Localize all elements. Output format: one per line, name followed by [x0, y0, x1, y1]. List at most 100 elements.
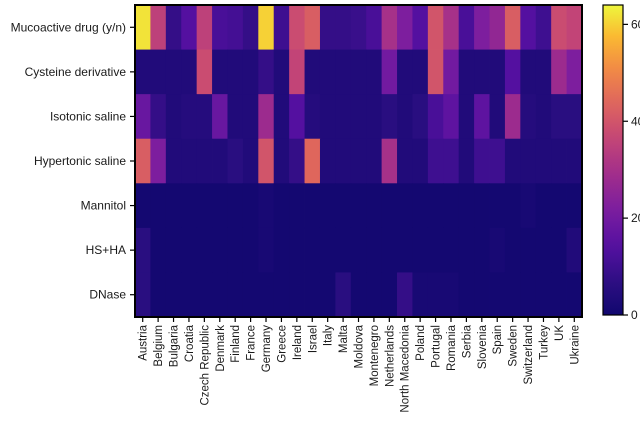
column-label: Ukraine [569, 325, 581, 365]
heatmap-cell [227, 5, 244, 50]
heatmap-cell [304, 227, 321, 273]
heatmap-cell [443, 138, 460, 184]
row-label: HS+HA [86, 243, 126, 257]
heatmap-cell [242, 94, 259, 140]
heatmap-cell [443, 49, 460, 95]
column-label: Switzerland [523, 325, 535, 384]
heatmap-cell [535, 272, 552, 318]
heatmap-cell [350, 227, 367, 273]
heatmap-cell [212, 49, 228, 95]
heatmap-cell [458, 49, 475, 95]
heatmap-cell [227, 272, 244, 318]
heatmap-cell [412, 272, 429, 318]
column-label: UK [554, 325, 566, 341]
colorbar-tick-label: 40 [631, 114, 640, 128]
column-label: Austria [138, 324, 150, 360]
heatmap-cell [366, 138, 383, 184]
column-label: Denmark [215, 325, 227, 372]
heatmap-cell [474, 138, 490, 184]
row-label: Mannitol [81, 199, 126, 213]
heatmap-cell [535, 49, 552, 95]
column-label: Bulgaria [169, 324, 181, 367]
colorbar [602, 4, 624, 316]
heatmap-cell [458, 183, 475, 229]
heatmap-cell [520, 5, 537, 50]
column-label: Germany [261, 325, 273, 373]
heatmap-cell [273, 138, 290, 184]
row-label: DNase [89, 288, 126, 302]
heatmap-cell [566, 272, 583, 318]
column-label: Romania [446, 324, 458, 371]
heatmap-cell [304, 5, 321, 50]
heatmap-cell [489, 138, 506, 184]
heatmap-cell [304, 49, 321, 95]
heatmap-cell [165, 227, 182, 273]
heatmap-cell [258, 49, 275, 95]
heatmap-cell [227, 49, 244, 95]
heatmap-cell [566, 138, 583, 184]
heatmap-cell [181, 49, 198, 95]
row-label: Isotonic saline [50, 109, 126, 123]
heatmap-cell [258, 94, 275, 140]
heatmap-cell [242, 227, 259, 273]
heatmap-cell [474, 94, 490, 140]
heatmap-cell [150, 94, 167, 140]
heatmap-cell [258, 272, 275, 318]
heatmap-cell [135, 94, 151, 140]
heatmap-cell [412, 94, 429, 140]
column-label: Netherlands [384, 325, 396, 387]
row-label: Mucoactive drug (y/n) [11, 20, 126, 34]
heatmap-cell [135, 49, 151, 95]
heatmap-cell [504, 138, 521, 184]
heatmap-cell [165, 183, 182, 229]
heatmap-cell [273, 94, 290, 140]
heatmap-cells [135, 5, 583, 318]
column-label: Turkey [538, 325, 550, 360]
column-labels: Austria Belgium Bulgaria Croatia Czech Repub… [138, 317, 581, 413]
heatmap-cell [181, 183, 198, 229]
heatmap-cell [319, 272, 336, 318]
heatmap-cell [196, 227, 213, 273]
heatmap-cell [551, 138, 567, 184]
heatmap-cell [366, 227, 383, 273]
heatmap-cell [366, 49, 383, 95]
column-label: Greece [276, 325, 288, 363]
heatmap-cell [150, 227, 167, 273]
heatmap-cell [273, 272, 290, 318]
heatmap-cell [566, 183, 583, 229]
heatmap-cell [520, 138, 537, 184]
heatmap-cell [366, 272, 383, 318]
heatmap-cell [165, 272, 182, 318]
heatmap-cell [474, 272, 490, 318]
heatmap-cell [397, 183, 413, 229]
heatmap-cell [427, 183, 444, 229]
heatmap-cell [397, 272, 413, 318]
column-label: Ireland [292, 325, 304, 360]
heatmap-cell [212, 5, 228, 50]
heatmap-cell [335, 5, 352, 50]
heatmap-cell [289, 49, 305, 95]
heatmap-cell [289, 5, 305, 50]
heatmap-cell [366, 5, 383, 50]
heatmap-cell [551, 272, 567, 318]
heatmap-cell [273, 227, 290, 273]
heatmap-cell [212, 272, 228, 318]
heatmap-cell [335, 272, 352, 318]
heatmap-cell [135, 138, 151, 184]
heatmap-cell [242, 5, 259, 50]
heatmap-cell [474, 49, 490, 95]
heatmap-cell [319, 227, 336, 273]
heatmap-cell [566, 5, 583, 50]
heatmap-cell [242, 49, 259, 95]
heatmap-cell [443, 227, 460, 273]
heatmap-cell [227, 138, 244, 184]
heatmap-cell [242, 138, 259, 184]
heatmap-cell [474, 227, 490, 273]
heatmap-cell [551, 183, 567, 229]
heatmap-cell [366, 94, 383, 140]
heatmap-cell [273, 183, 290, 229]
heatmap-cell [350, 49, 367, 95]
heatmap-cell [196, 94, 213, 140]
heatmap-cell [165, 94, 182, 140]
heatmap-cell [504, 183, 521, 229]
